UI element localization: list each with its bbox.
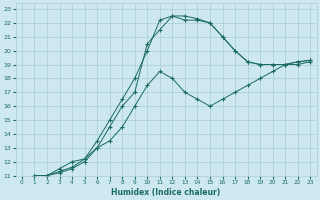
X-axis label: Humidex (Indice chaleur): Humidex (Indice chaleur) bbox=[111, 188, 221, 197]
